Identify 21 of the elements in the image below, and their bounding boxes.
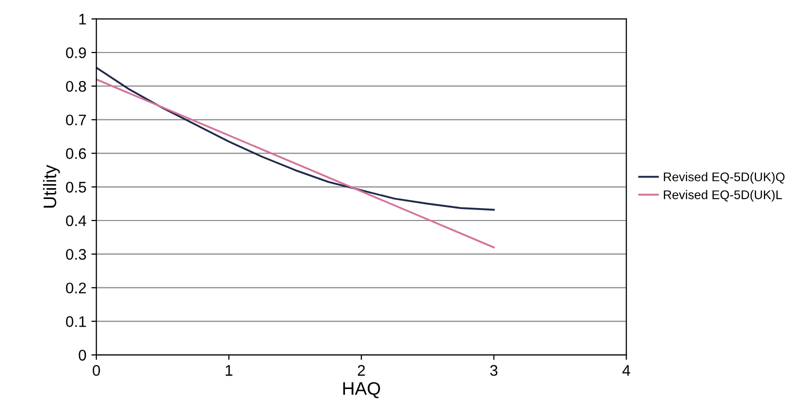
- y-tick-label: 0.5: [66, 182, 86, 193]
- x-axis-title: HAQ: [343, 382, 380, 398]
- x-tick-label: 3: [490, 365, 498, 376]
- x-tick-label: 1: [226, 365, 232, 376]
- y-tick-label: 0.9: [66, 47, 86, 58]
- y-tick-label: 0.2: [66, 282, 86, 294]
- x-tick-label: 0: [92, 365, 100, 376]
- y-tick-label: 0.4: [66, 215, 86, 226]
- x-tick-label: 2: [358, 365, 365, 376]
- y-tick-label: 0.7: [66, 114, 86, 126]
- y-tick-label: 0: [78, 350, 86, 361]
- x-tick-label: 4: [622, 365, 630, 376]
- line-series: [96, 66, 495, 211]
- y-tick-label: 0.3: [66, 248, 86, 260]
- y-tick-label: 0.1: [66, 316, 86, 327]
- legend-label: Revised EQ-5D(UK)Q: [664, 172, 785, 184]
- legend-label: Revised EQ-5D(UK)L: [664, 190, 782, 202]
- y-tick-label: 0.6: [66, 148, 86, 159]
- y-tick-label: 0.8: [66, 80, 86, 92]
- y-tick-label: 1: [79, 14, 86, 24]
- y-axis-title: Utility: [43, 164, 60, 208]
